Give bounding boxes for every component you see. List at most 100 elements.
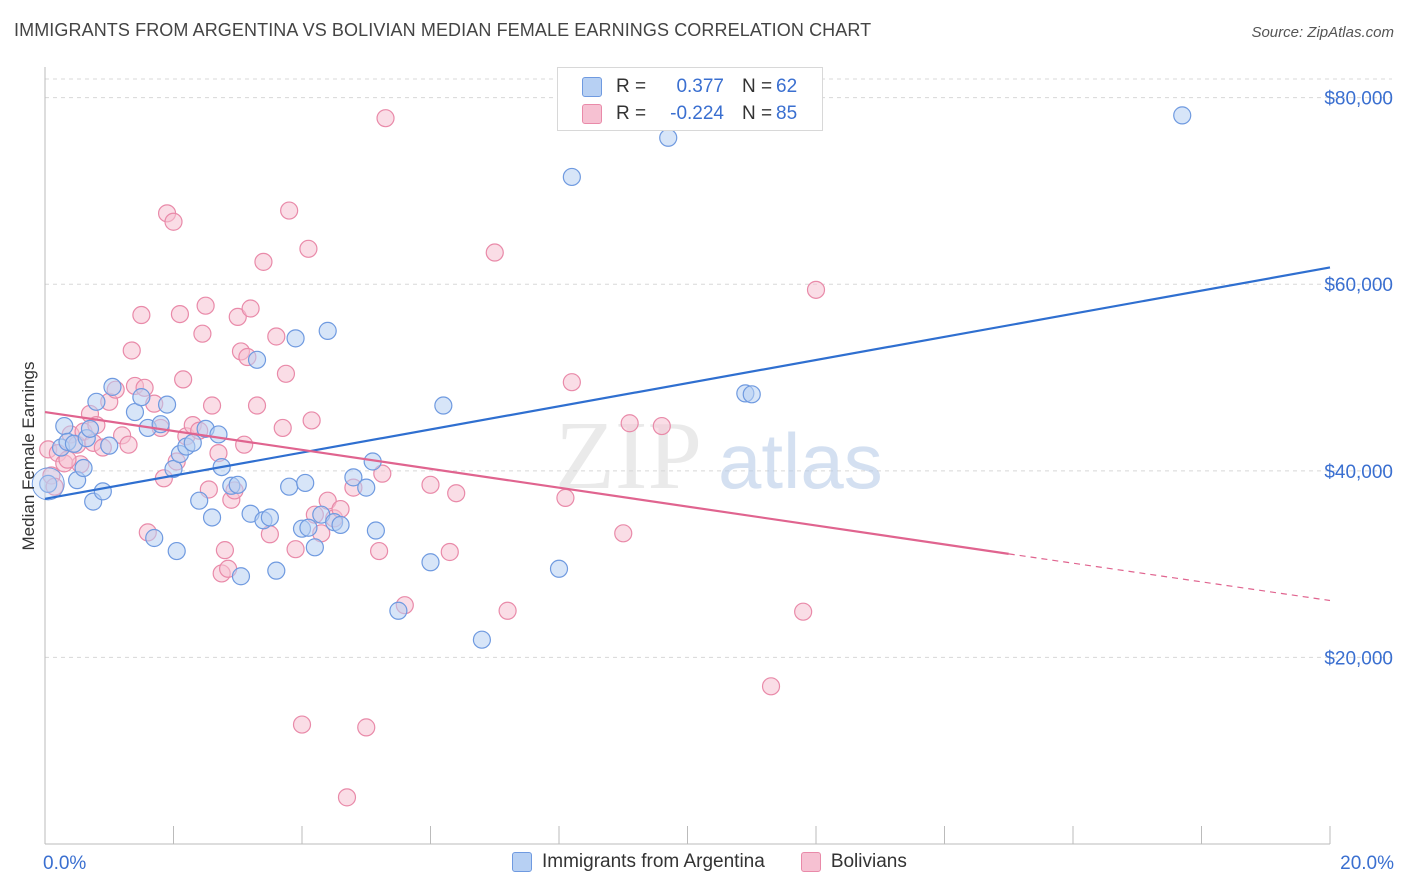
blue-swatch (512, 852, 532, 872)
bolivian-point (170, 304, 190, 324)
legend-label-bolivians: Bolivians (830, 851, 907, 872)
argentina-point (357, 478, 376, 497)
bolivian-point (485, 243, 504, 262)
n-label: N = (742, 103, 773, 124)
argentina-points (31, 106, 1192, 649)
bolivian-point (286, 540, 305, 559)
bolivian-point (196, 296, 215, 315)
argentina-point (296, 473, 315, 493)
series-legend: Immigrants from Argentina Bolivians (512, 851, 933, 873)
argentina-point (55, 416, 74, 436)
bolivian-point (357, 718, 376, 737)
argentina-point (267, 561, 286, 580)
bolivian-point (440, 542, 459, 562)
r-label: R = (616, 76, 647, 97)
bolivian-point (337, 788, 357, 807)
legend-label-argentina: Immigrants from Argentina (542, 851, 765, 872)
source-label: Source: ZipAtlas.com (1251, 24, 1394, 41)
argentina-point (286, 329, 305, 348)
r-value: 0.377 (676, 76, 724, 97)
bolivian-point (164, 212, 183, 231)
argentina-trend-line (44, 266, 1331, 500)
bolivian-point (299, 239, 318, 258)
y-tick-label: $40,000 (1324, 462, 1393, 483)
argentina-point (74, 458, 93, 478)
bolivian-point (202, 396, 222, 415)
argentina-point (421, 553, 440, 572)
argentina-point (190, 491, 209, 510)
argentina-point (132, 388, 151, 407)
argentina-point (280, 477, 299, 496)
bolivian-point (373, 464, 392, 483)
pink-swatch (800, 852, 821, 872)
correlation-legend: R = 0.377 N = 62 R = -0.224 N = 85 (557, 67, 823, 131)
n-value: 62 (776, 76, 798, 97)
argentina-point (247, 350, 267, 369)
bolivian-point (276, 364, 296, 383)
r-label: R = (616, 103, 647, 124)
argentina-point (318, 321, 337, 340)
bolivian-point (376, 109, 395, 128)
bolivian-point (241, 299, 260, 318)
bolivian-point (614, 524, 633, 543)
argentina-point (1173, 106, 1192, 125)
watermark: ZIP atlas (555, 402, 883, 510)
argentina-point (93, 482, 112, 501)
bolivian-point (562, 373, 581, 392)
x-tick-label: 0.0% (43, 853, 86, 874)
bolivian-point (247, 396, 267, 415)
y-tick-label: $20,000 (1324, 648, 1393, 669)
chart-title: IMMIGRANTS FROM ARGENTINA VS BOLIVIAN ME… (14, 20, 872, 40)
argentina-point (389, 601, 408, 620)
bolivian-point (193, 324, 212, 343)
pink-swatch (582, 104, 602, 124)
legend-item-argentina: Immigrants from Argentina (512, 851, 765, 873)
argentina-point (80, 419, 100, 438)
argentina-point (103, 377, 122, 396)
bolivian-point (794, 602, 813, 621)
bolivian-point (652, 416, 671, 436)
argentina-point (344, 468, 363, 487)
argentina-point (562, 167, 581, 187)
bolivian-point (228, 307, 247, 326)
argentina-point (145, 528, 164, 548)
bolivian-point (370, 541, 389, 561)
argentina-point (742, 385, 761, 404)
bolivian-point (806, 280, 826, 299)
argentina-point-cluster (31, 467, 65, 501)
bolivian-point (280, 201, 299, 220)
legend-row-bolivians: R = -0.224 N = 85 (582, 102, 797, 126)
legend-item-bolivians: Bolivians (800, 851, 907, 873)
bolivian-trend-line (44, 410, 1009, 555)
bolivian-point (556, 488, 575, 507)
argentina-point (167, 541, 186, 561)
y-axis-label: Median Female Earnings (19, 362, 38, 551)
n-label: N = (742, 76, 773, 97)
argentina-point (202, 508, 222, 527)
bolivian-point (292, 715, 312, 734)
bolivian-point (620, 414, 639, 433)
argentina-point (299, 518, 318, 537)
legend-row-argentina: R = 0.377 N = 62 (582, 75, 797, 99)
y-tick-label: $80,000 (1324, 89, 1393, 110)
argentina-point (366, 521, 385, 540)
bolivian-point (215, 541, 234, 560)
bolivian-point (254, 252, 273, 271)
trend-lines (44, 266, 1331, 602)
argentina-point (209, 425, 228, 444)
bolivian-point (302, 411, 321, 430)
bolivian-point (235, 435, 254, 454)
argentina-point (659, 128, 678, 147)
argentina-point (231, 567, 251, 586)
bolivian-point (273, 418, 292, 438)
n-value: 85 (776, 103, 798, 124)
bolivian-trend-extension (1008, 553, 1331, 602)
y-tick-label: $60,000 (1324, 275, 1393, 296)
argentina-point (260, 508, 279, 527)
bolivian-point (447, 484, 466, 503)
x-tick-label: 20.0% (1340, 853, 1394, 874)
bolivian-point (122, 341, 141, 360)
tick-labels: $20,000 $40,000 $60,000 $80,000 0.0% 20.0% (43, 89, 1394, 874)
bolivian-point (421, 475, 440, 494)
